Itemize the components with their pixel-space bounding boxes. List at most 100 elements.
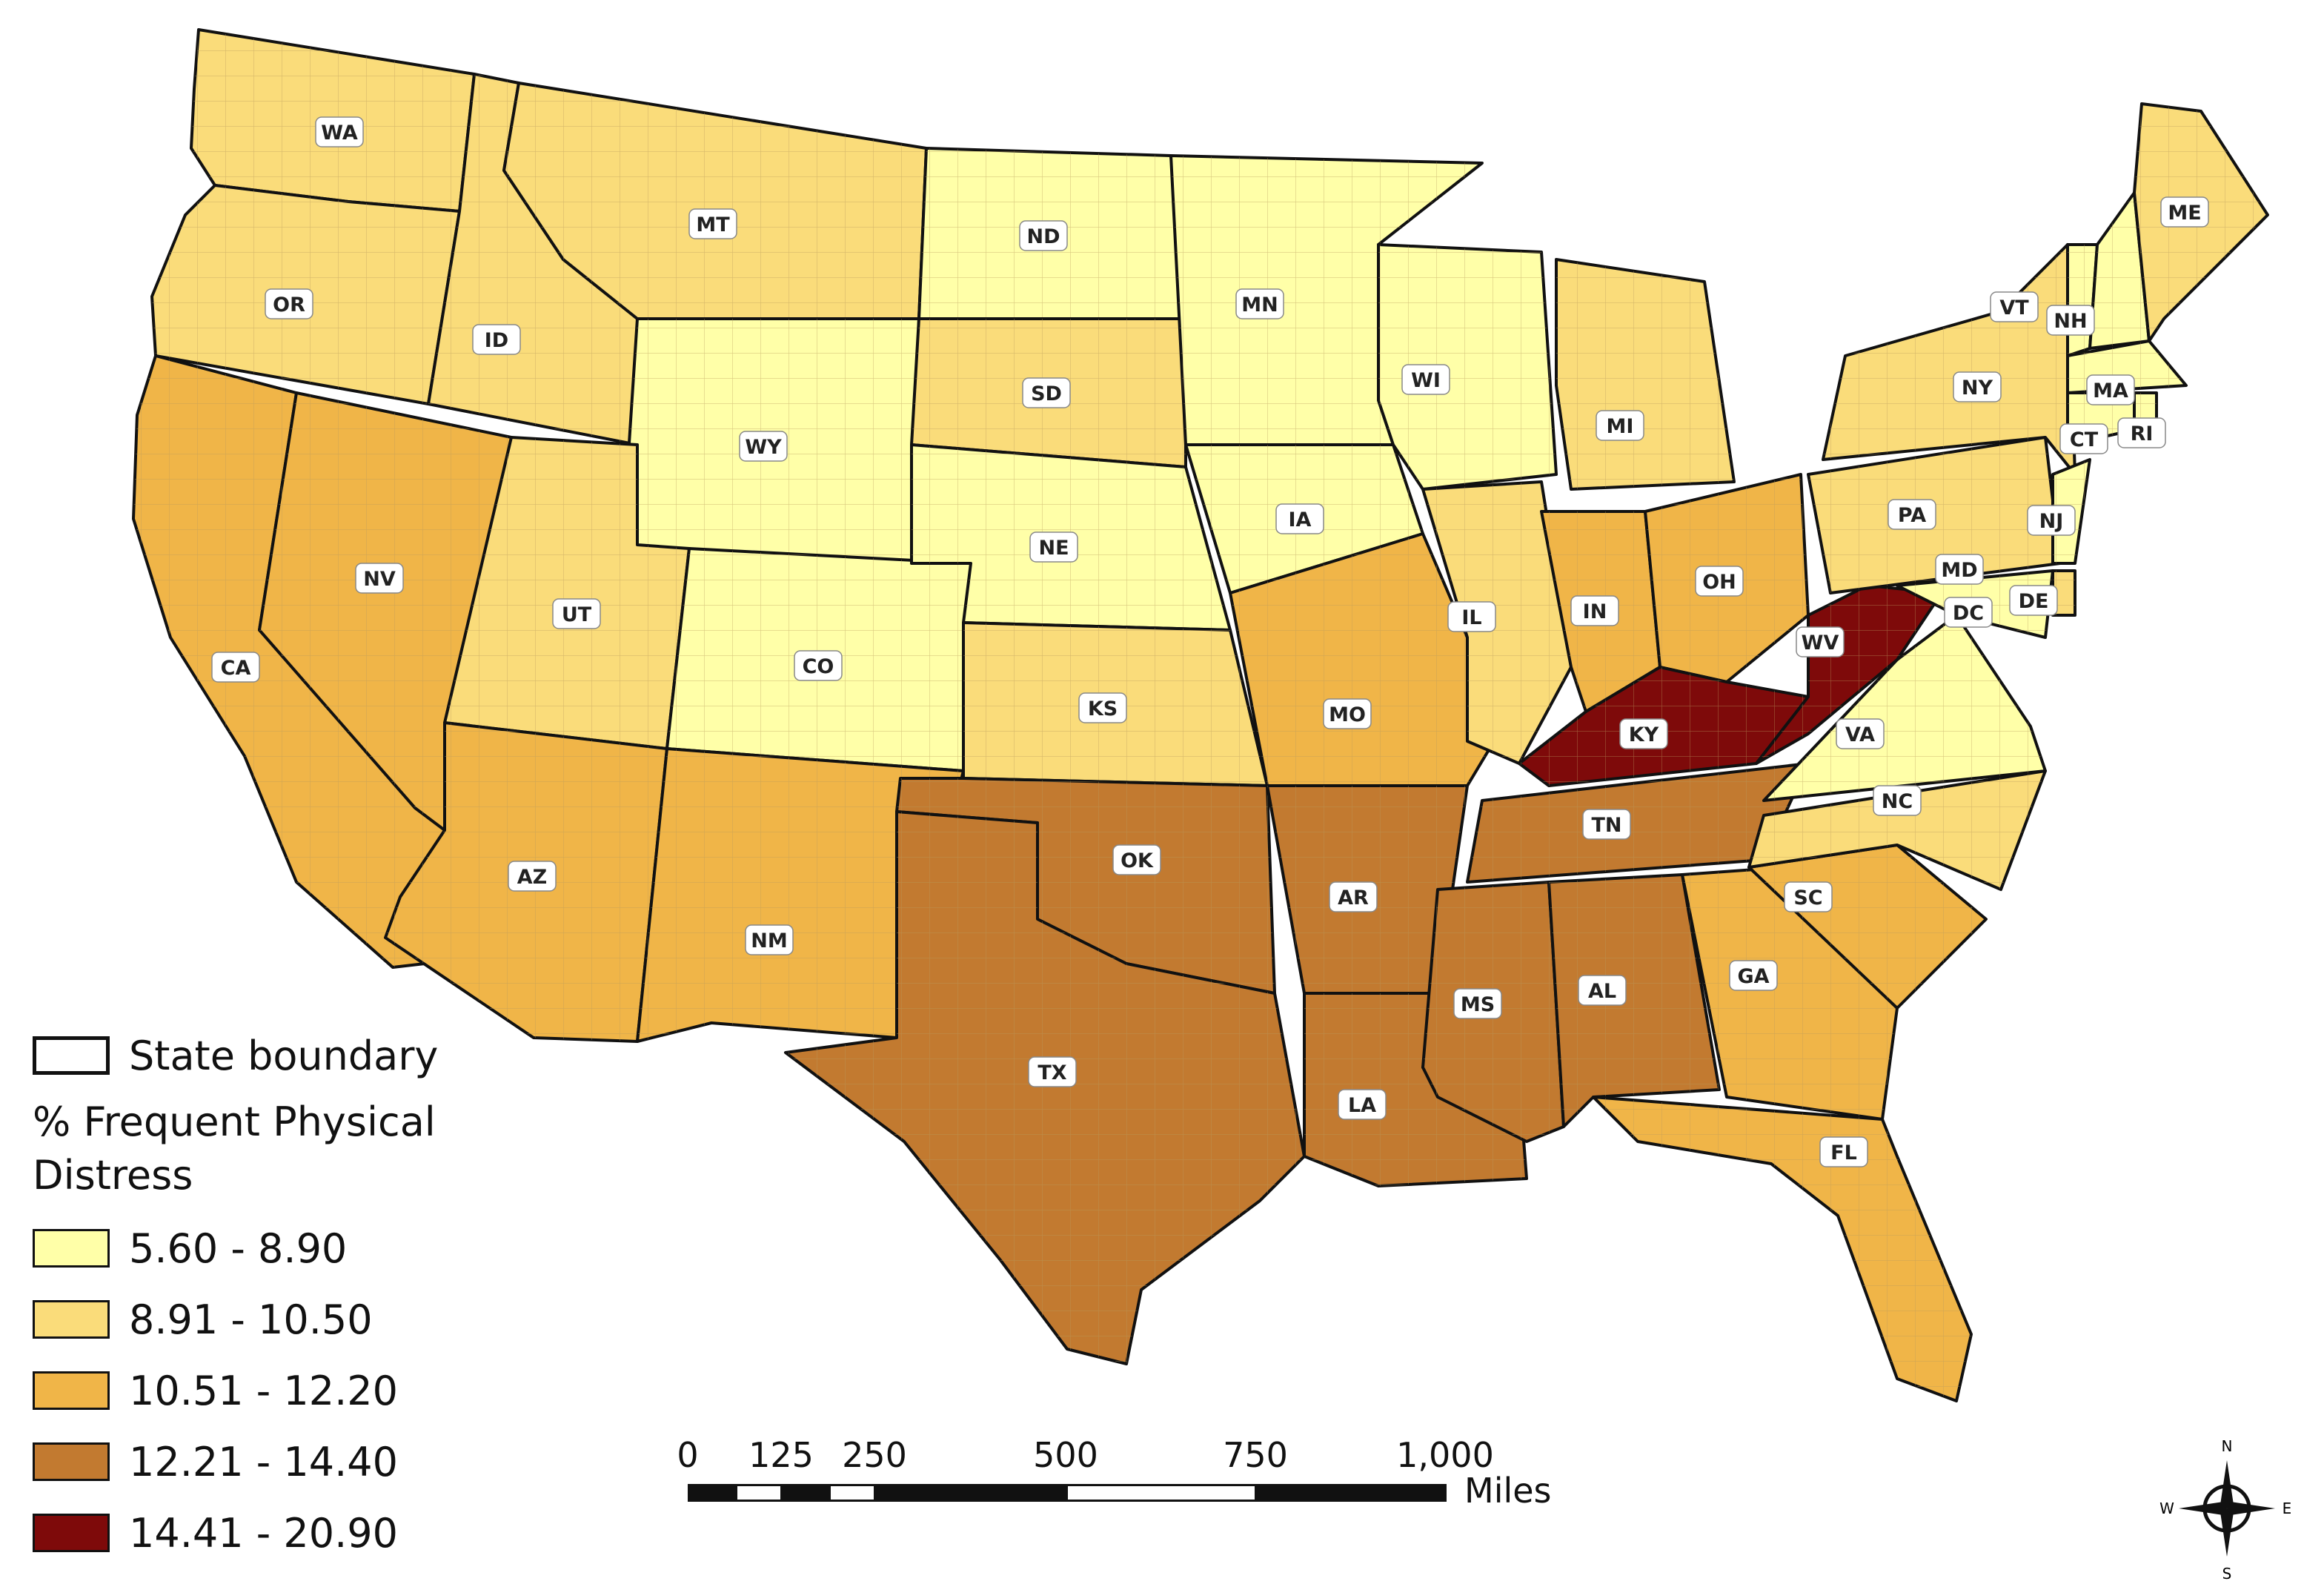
state-code-ok: OK: [1120, 849, 1154, 872]
state-label-az: AZ: [508, 861, 557, 892]
state-code-wa: WA: [321, 122, 358, 145]
scale-segment: [1255, 1484, 1447, 1502]
state-code-nm: NM: [751, 930, 787, 952]
county-grid-il: [1423, 482, 1571, 763]
scale-tick-label: 1,000: [1396, 1435, 1494, 1475]
scale-unit-label: Miles: [1464, 1471, 1552, 1511]
state-label-tx: TX: [1028, 1056, 1077, 1087]
state-label-nv: NV: [355, 563, 404, 594]
scale-tick-label: 750: [1223, 1435, 1288, 1475]
state-code-me: ME: [2168, 202, 2201, 225]
state-boundary-label: State boundary: [129, 1032, 439, 1079]
state-code-oh: OH: [1702, 571, 1736, 594]
county-grid-wi: [1378, 245, 1556, 489]
county-grid-tx: [786, 812, 1304, 1364]
state-label-sc: SC: [1784, 881, 1833, 912]
legend-class-label-4: 12.21 - 14.40: [129, 1438, 398, 1485]
scale-tick-label: 125: [748, 1435, 814, 1475]
state-code-sc: SC: [1793, 887, 1822, 910]
state-label-pa: PA: [1888, 499, 1936, 530]
state-code-ca: CA: [221, 657, 251, 680]
state-code-ga: GA: [1737, 965, 1769, 988]
county-grid-tn: [1467, 763, 1808, 882]
state-code-ne: NE: [1038, 537, 1069, 560]
state-label-ks: KS: [1078, 692, 1127, 723]
legend-class-row: 8.91 - 10.50: [33, 1284, 492, 1355]
state-label-id: ID: [472, 324, 521, 355]
county-grid-ok: [897, 778, 1275, 993]
scale-segment: [735, 1484, 783, 1502]
county-grid-ri: [2134, 393, 2157, 423]
state-label-wa: WA: [315, 116, 364, 148]
state-code-az: AZ: [517, 866, 547, 889]
legend-swatch-5: [33, 1514, 110, 1552]
state-label-wv: WV: [1796, 626, 1845, 657]
state-code-nc: NC: [1882, 790, 1913, 813]
state-label-sd: SD: [1022, 377, 1071, 408]
legend-title: % Frequent Physical Distress: [33, 1096, 492, 1202]
state-code-nh: NH: [2054, 310, 2087, 333]
county-grid-nc: [1749, 771, 2045, 889]
scale-segment: [688, 1484, 737, 1502]
state-label-md: MD: [1935, 554, 1984, 585]
state-code-il: IL: [1461, 606, 1481, 629]
compass-w: W: [2159, 1500, 2174, 1517]
state-code-mi: MI: [1607, 415, 1634, 438]
state-code-de: DE: [2019, 590, 2049, 613]
state-labels-layer: WA OR CA ID NV MT WY UT AZ CO NM ND SD NE KS OK TX MN IA MO…: [211, 116, 2209, 1167]
scale-tick-label: 250: [842, 1435, 907, 1475]
county-grid-mn: [1171, 156, 1482, 445]
state-code-mt: MT: [696, 213, 730, 236]
county-grid-de: [2053, 571, 2075, 615]
state-code-ia: IA: [1289, 508, 1312, 531]
state-code-tn: TN: [1591, 814, 1621, 837]
compass-s: S: [2222, 1565, 2232, 1583]
state-code-nv: NV: [363, 568, 396, 591]
state-label-nd: ND: [1019, 220, 1068, 251]
legend-class-label-3: 10.51 - 12.20: [129, 1367, 398, 1414]
state-label-nm: NM: [745, 924, 794, 955]
county-grid-mo: [1230, 534, 1490, 786]
legend-class-label-5: 14.41 - 20.90: [129, 1509, 398, 1557]
county-grid-wv: [1756, 586, 1942, 763]
state-code-or: OR: [273, 294, 305, 317]
state-code-co: CO: [803, 655, 834, 678]
compass-n: N: [2222, 1437, 2233, 1455]
state-label-ms: MS: [1453, 988, 1502, 1019]
legend-swatch-3: [33, 1371, 110, 1410]
state-label-il: IL: [1447, 601, 1496, 632]
state-code-ri: RI: [2131, 423, 2154, 445]
state-code-id: ID: [485, 329, 508, 352]
state-label-wi: WI: [1401, 364, 1450, 395]
legend-class-row: 14.41 - 20.90: [33, 1497, 492, 1568]
state-label-ca: CA: [211, 652, 260, 683]
state-label-ny: NY: [1953, 371, 2002, 402]
legend-class-label-2: 8.91 - 10.50: [129, 1296, 373, 1343]
county-grid-ut: [445, 437, 689, 749]
county-grid-mt: [504, 83, 926, 319]
state-code-mo: MO: [1329, 703, 1366, 726]
state-code-vt: VT: [1999, 296, 2029, 319]
county-grid-fl: [1593, 1097, 1971, 1401]
state-label-va: VA: [1836, 718, 1885, 749]
state-label-ne: NE: [1029, 531, 1078, 563]
state-code-wy: WY: [745, 436, 782, 459]
state-label-tn: TN: [1582, 809, 1631, 840]
state-code-md: MD: [1941, 559, 1977, 582]
county-grid-ga: [1682, 867, 1897, 1119]
state-code-ma: MA: [2093, 380, 2128, 402]
state-label-nc: NC: [1873, 785, 1922, 816]
legend-boundary-row: State boundary: [33, 1020, 492, 1091]
state-label-oh: OH: [1695, 566, 1744, 597]
state-code-wi: WI: [1411, 369, 1441, 392]
state-code-ct: CT: [2070, 428, 2099, 451]
state-code-ar: AR: [1338, 887, 1369, 910]
legend-class-row: 12.21 - 14.40: [33, 1426, 492, 1497]
state-code-wv: WV: [1802, 632, 1839, 655]
state-code-ks: KS: [1088, 698, 1118, 720]
state-code-al: AL: [1588, 980, 1616, 1003]
scale-tick-label: 500: [1033, 1435, 1098, 1475]
state-label-de: DE: [2009, 585, 2058, 616]
state-label-fl: FL: [1819, 1136, 1868, 1167]
